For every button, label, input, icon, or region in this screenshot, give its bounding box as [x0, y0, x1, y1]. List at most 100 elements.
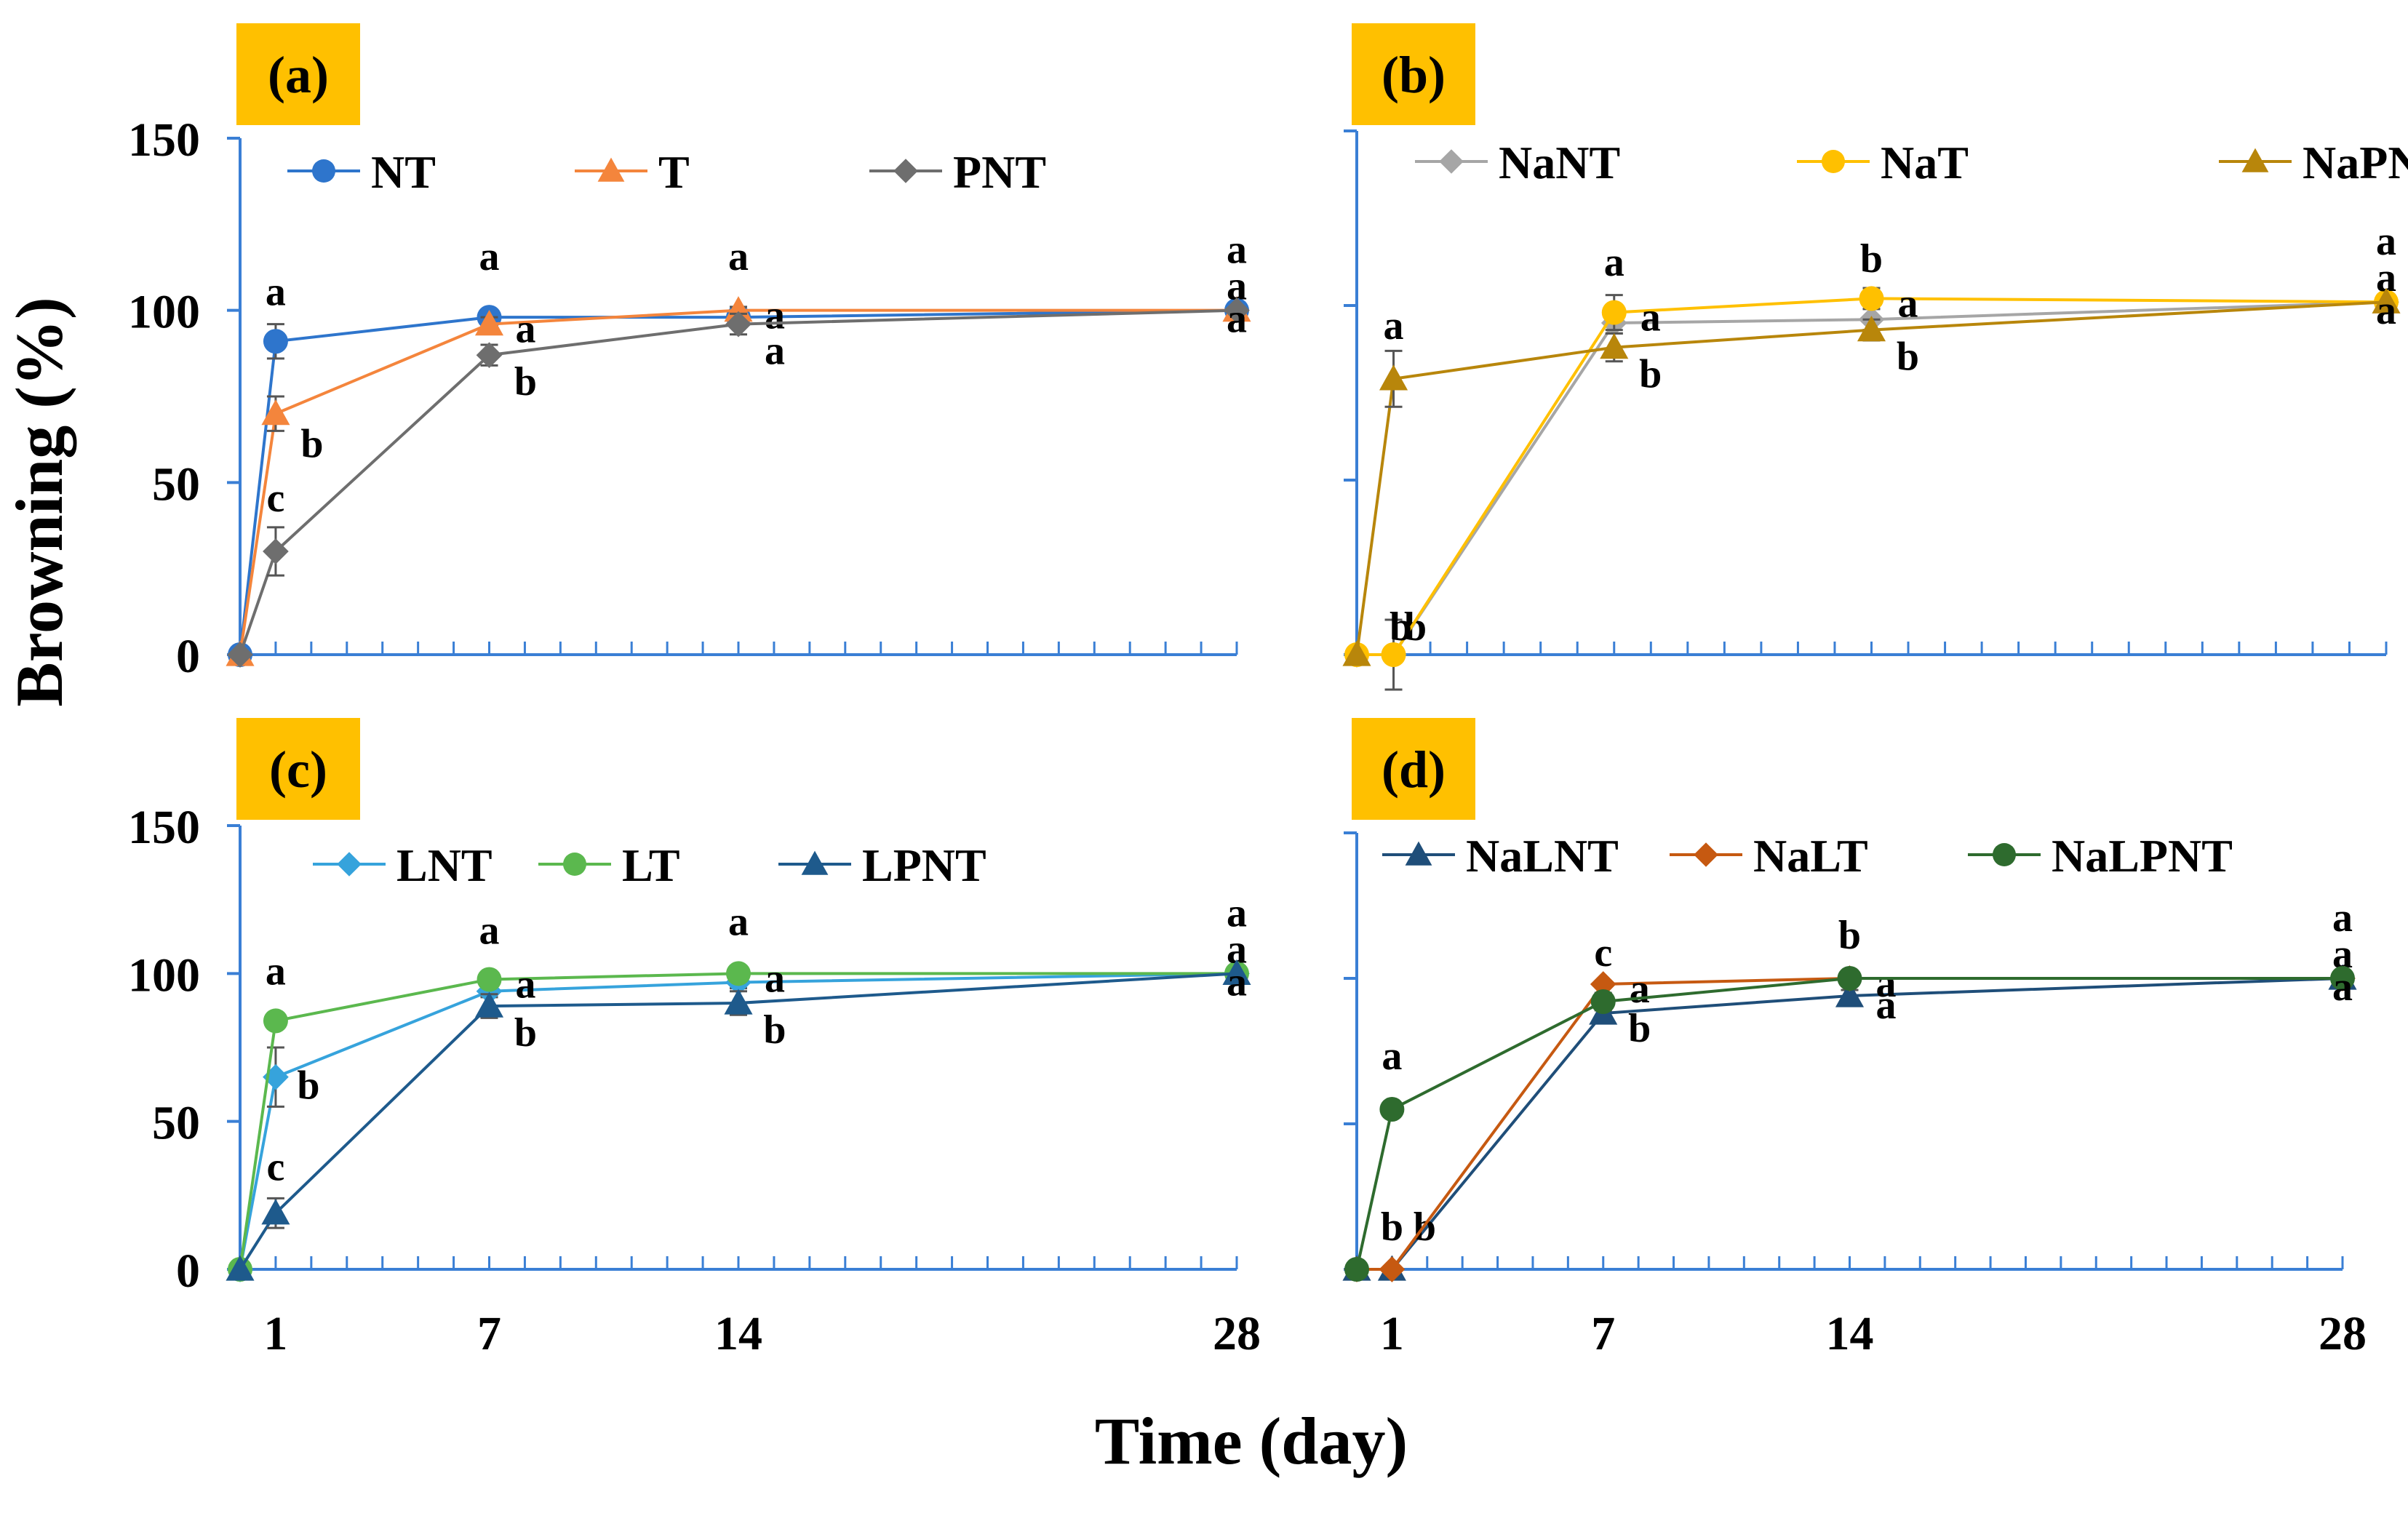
significance-letter: a: [1227, 959, 1247, 1005]
data-point: [726, 961, 751, 986]
significance-letter: a: [1876, 961, 1897, 1006]
significance-letter: c: [266, 476, 284, 521]
significance-letter: b: [300, 422, 323, 467]
panel-badge: [1352, 718, 1475, 820]
data-point: [2330, 966, 2355, 991]
significance-letter: a: [1898, 281, 1918, 326]
data-point: [263, 1008, 288, 1034]
data-point: [724, 989, 753, 1015]
significance-letter: b: [1390, 604, 1412, 650]
panel-badge: [236, 718, 360, 820]
legend-label: LT: [622, 839, 680, 891]
x-axis-label: Time (day): [1095, 1404, 1408, 1478]
data-point: [1822, 150, 1845, 173]
significance-letter: a: [2332, 895, 2353, 941]
significance-letter: a: [765, 956, 785, 1001]
significance-letter: a: [1384, 303, 1404, 348]
data-point: [1590, 989, 1616, 1014]
legend-label: NaLPNT: [2052, 830, 2233, 882]
significance-letter: a: [728, 900, 749, 945]
y-tick-label: 150: [128, 113, 200, 167]
y-axis-label: Browning (%): [2, 297, 76, 706]
significance-letter: a: [266, 269, 286, 314]
data-point: [1837, 966, 1862, 991]
data-point: [1342, 640, 1371, 666]
x-tick-label: 14: [714, 1307, 762, 1360]
significance-letter: b: [1838, 913, 1861, 958]
data-point: [1859, 286, 1884, 311]
legend-label: T: [658, 146, 690, 198]
significance-letter: a: [1604, 240, 1624, 285]
significance-letter: b: [1404, 604, 1427, 650]
data-point: [563, 853, 586, 876]
legend-label: NT: [371, 146, 436, 198]
panel-badge: [1352, 23, 1475, 125]
data-point: [2241, 148, 2269, 172]
y-tick-label: 100: [128, 949, 200, 1002]
significance-letter: a: [516, 962, 536, 1007]
panel-b: (b)babaNaNTbaaaNaTabbaNaPNT: [1342, 23, 2408, 691]
significance-letter: a: [1382, 1034, 1402, 1079]
data-point: [1379, 1256, 1406, 1282]
data-point: [1600, 333, 1629, 359]
panel-label: (a): [268, 46, 329, 104]
data-point: [725, 311, 751, 338]
series-LT: a a aa: [228, 927, 1249, 1282]
data-point: [1590, 971, 1616, 997]
data-point: [1601, 300, 1627, 325]
significance-letter: a: [2376, 288, 2396, 333]
data-point: [474, 310, 504, 336]
data-point: [474, 991, 504, 1018]
legend-label: LNT: [396, 839, 493, 891]
data-point: [1381, 642, 1406, 667]
significance-letter: c: [266, 1145, 284, 1190]
significance-letter: a: [516, 307, 536, 352]
significance-letter: b: [1897, 335, 1919, 380]
y-tick-label: 150: [128, 801, 200, 854]
data-point: [261, 1199, 290, 1225]
data-point: [1344, 1257, 1369, 1282]
y-tick-label: 50: [152, 458, 200, 511]
significance-letter: a: [479, 909, 500, 954]
significance-letter: c: [1594, 930, 1612, 975]
significance-letter: a: [765, 293, 785, 338]
x-tick-label: 28: [1213, 1307, 1261, 1360]
data-point: [263, 329, 288, 354]
panel-badge: [236, 23, 360, 125]
data-point: [312, 159, 335, 183]
x-tick-label: 28: [2319, 1307, 2367, 1360]
significance-letter: b: [1860, 236, 1883, 282]
significance-letter: a: [266, 949, 286, 994]
x-tick-label: 1: [263, 1307, 287, 1360]
significance-letter: a: [728, 234, 749, 279]
data-point: [1439, 149, 1464, 174]
panel-label: (b): [1382, 46, 1446, 104]
data-point: [477, 967, 502, 992]
significance-letter: b: [763, 1007, 786, 1053]
x-tick-label: 14: [1826, 1307, 1874, 1360]
legend-label: LPNT: [862, 839, 986, 891]
data-point: [1379, 1097, 1405, 1122]
data-point: [1405, 841, 1432, 866]
data-point: [263, 538, 289, 564]
significance-letter: a: [1227, 297, 1247, 342]
significance-letter: a: [2332, 965, 2353, 1010]
significance-letter: a: [1227, 890, 1247, 935]
significance-letter: a: [1876, 983, 1897, 1028]
significance-letter: a: [1227, 228, 1247, 273]
data-point: [2372, 287, 2401, 314]
significance-letter: b: [514, 1010, 537, 1055]
series-LPNT: cb ba: [226, 959, 1251, 1281]
significance-letter: b: [1628, 1006, 1651, 1051]
data-point: [1835, 981, 1865, 1007]
y-tick-label: 0: [176, 630, 200, 683]
series-NaPNT: ab ba: [1342, 287, 2401, 666]
panel-label: (c): [269, 740, 327, 799]
data-point: [597, 157, 625, 182]
significance-letter: a: [479, 234, 500, 279]
significance-letter: b: [514, 359, 537, 404]
